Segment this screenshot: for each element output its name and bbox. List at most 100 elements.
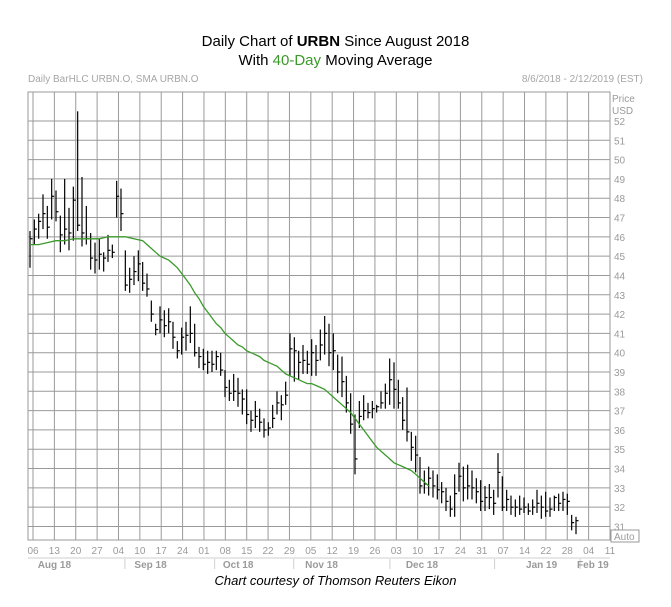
x-month-label: Nov 18	[305, 560, 338, 571]
price-bar	[475, 478, 479, 504]
price-bar	[129, 267, 133, 293]
x-tick-label: 11	[605, 546, 616, 557]
price-bar	[480, 480, 484, 512]
price-bar	[298, 350, 302, 380]
price-bar	[363, 395, 367, 421]
price-bar	[94, 242, 98, 274]
price-bar	[514, 499, 518, 517]
sma-line-group	[30, 236, 430, 487]
price-bar	[506, 489, 510, 512]
x-tick-label: 06	[27, 546, 39, 557]
price-bar	[159, 306, 163, 334]
price-bar	[237, 377, 241, 407]
price-bar	[432, 470, 436, 498]
price-bar	[176, 341, 180, 359]
price-bar	[428, 466, 432, 496]
price-bar	[64, 178, 68, 245]
price-bar	[46, 205, 50, 239]
price-bar	[345, 375, 349, 413]
price-bar	[493, 489, 497, 515]
price-bar	[380, 391, 384, 409]
x-tick-label: 10	[134, 546, 146, 557]
price-bar	[501, 476, 505, 512]
price-bar	[389, 358, 393, 405]
price-bar	[337, 354, 341, 394]
x-tick-label: 20	[70, 546, 82, 557]
y-tick-label: 48	[614, 194, 626, 205]
price-bar	[111, 244, 115, 259]
price-bar	[532, 499, 536, 515]
price-bar	[116, 180, 120, 218]
y-axis-title: Price	[612, 94, 635, 105]
price-bar	[324, 316, 328, 355]
y-tick-label: 32	[614, 503, 626, 514]
price-bar	[107, 234, 111, 262]
x-tick-label: 01	[198, 546, 210, 557]
price-bar	[562, 491, 566, 512]
y-axis-unit: USD	[612, 106, 633, 117]
sma-line	[30, 236, 430, 487]
price-bar	[241, 389, 245, 415]
price-bar	[263, 418, 267, 438]
price-bar	[289, 333, 293, 376]
x-tick-label: 24	[455, 546, 467, 557]
x-month-label: Oct 18	[223, 560, 254, 571]
price-bar	[384, 383, 388, 409]
x-month-label: Aug 18	[38, 560, 72, 571]
price-bar	[410, 431, 414, 461]
y-tick-label: 40	[614, 349, 626, 360]
price-bar	[367, 402, 371, 419]
x-tick-label: 17	[156, 546, 168, 557]
price-bar	[536, 489, 540, 513]
price-bar	[371, 400, 375, 419]
price-bar	[246, 389, 250, 425]
price-bar	[319, 329, 323, 361]
title-sma-highlight: 40-Day	[272, 52, 322, 69]
x-tick-label: 19	[348, 546, 360, 557]
price-bar	[393, 362, 397, 409]
price-bar	[545, 491, 549, 517]
x-month-label: Feb 19	[577, 560, 609, 571]
title-line-2: With 40-Day Moving Average	[238, 52, 433, 69]
y-tick-label: 37	[614, 407, 626, 418]
price-bar	[38, 213, 42, 239]
y-tick-label: 50	[614, 156, 626, 167]
price-bar	[254, 400, 258, 428]
title-ticker: URBN	[296, 33, 341, 50]
price-bar	[549, 497, 553, 517]
y-tick-label: 51	[614, 136, 626, 147]
price-bar	[523, 497, 527, 513]
auto-scale-label: Auto	[614, 532, 635, 543]
price-bar	[311, 339, 315, 376]
price-bar	[142, 261, 146, 291]
price-bar	[189, 306, 193, 344]
chart-series-header: Daily BarHLC URBN.O, SMA URBN.O	[28, 74, 199, 85]
price-bar	[33, 219, 37, 245]
price-bar	[267, 422, 271, 436]
price-bar	[29, 231, 33, 268]
chart-date-range: 8/6/2018 - 2/12/2019 (EST)	[521, 74, 643, 85]
x-tick-label: 31	[476, 546, 488, 557]
price-bar	[211, 350, 215, 372]
price-bar	[402, 397, 406, 430]
y-tick-label: 41	[614, 329, 626, 340]
y-tick-label: 42	[614, 310, 626, 321]
price-bar	[280, 395, 284, 421]
price-bar	[458, 462, 462, 492]
price-bar	[306, 350, 310, 374]
chart-grid	[27, 91, 611, 541]
price-bar	[376, 404, 380, 413]
price-bar	[155, 323, 159, 336]
price-bar	[341, 356, 345, 398]
price-bar	[150, 300, 154, 322]
price-bar	[137, 250, 141, 282]
price-bar	[558, 493, 562, 512]
price-bar	[120, 188, 124, 232]
price-bar	[575, 516, 579, 535]
price-bar	[172, 321, 176, 349]
price-bar	[228, 379, 232, 401]
x-tick-label: 15	[241, 546, 253, 557]
price-bar	[302, 344, 306, 374]
y-tick-label: 45	[614, 252, 626, 263]
price-bar	[467, 464, 471, 500]
